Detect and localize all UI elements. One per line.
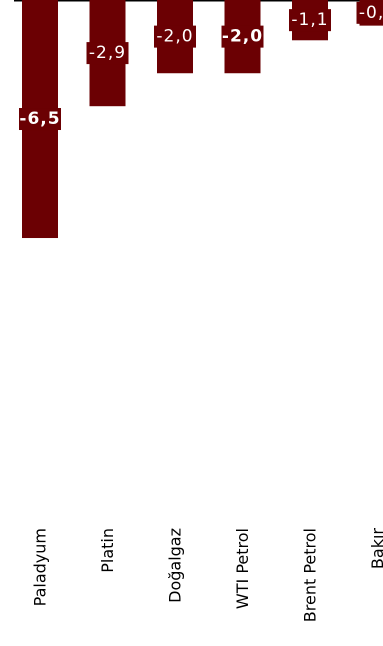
data-labels: -6,5 -2,9 -2,0 -2,0 -1,1 -0,7 [19, 2, 383, 130]
tick-label-bakir: Bakır [368, 528, 383, 569]
data-label-dogalgaz: -2,0 [156, 27, 193, 47]
tick-label-brent-petrol: Brent Petrol [301, 528, 320, 622]
tick-label-paladyum: Paladyum [31, 528, 50, 606]
tick-label-dogalgaz: Doğalgaz [166, 528, 185, 603]
data-label-bakir: -0,7 [359, 3, 383, 23]
bars [22, 0, 383, 238]
tick-label-wti-petrol: WTI Petrol [233, 528, 252, 609]
data-label-brent-petrol: -1,1 [291, 10, 328, 30]
data-label-wti-petrol: -2,0 [222, 27, 263, 47]
data-label-paladyum: -6,5 [19, 109, 60, 129]
data-label-platin: -2,9 [89, 43, 126, 63]
category-tick-labels: Paladyum Platin Doğalgaz WTI Petrol Brent Pe… [31, 528, 383, 623]
tick-label-platin: Platin [98, 528, 117, 573]
